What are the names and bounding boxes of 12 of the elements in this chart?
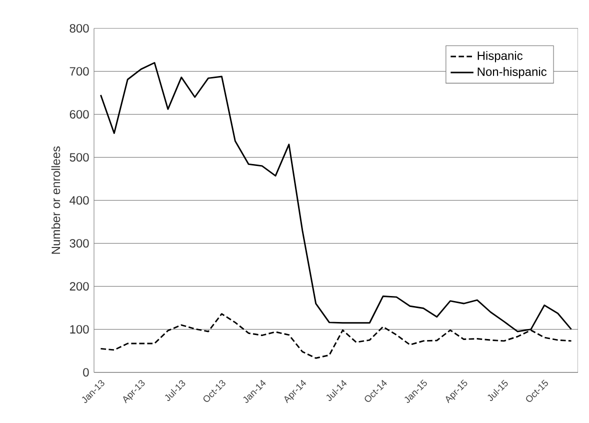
y-axis-title: Number or enrollees	[51, 146, 60, 254]
y-tick-label: 0	[83, 368, 89, 377]
y-tick-label: 300	[70, 239, 89, 248]
y-tick-label: 200	[70, 282, 89, 291]
y-tick-label: 400	[70, 196, 89, 205]
y-tick-label: 800	[70, 24, 89, 33]
y-tick-label: 500	[70, 153, 89, 162]
y-tick-label: 100	[70, 325, 89, 334]
y-tick-label: 600	[70, 110, 89, 119]
legend-label: Non-hispanic	[478, 67, 547, 78]
legend-label: Hispanic	[478, 51, 523, 62]
y-tick-label: 700	[70, 67, 89, 76]
